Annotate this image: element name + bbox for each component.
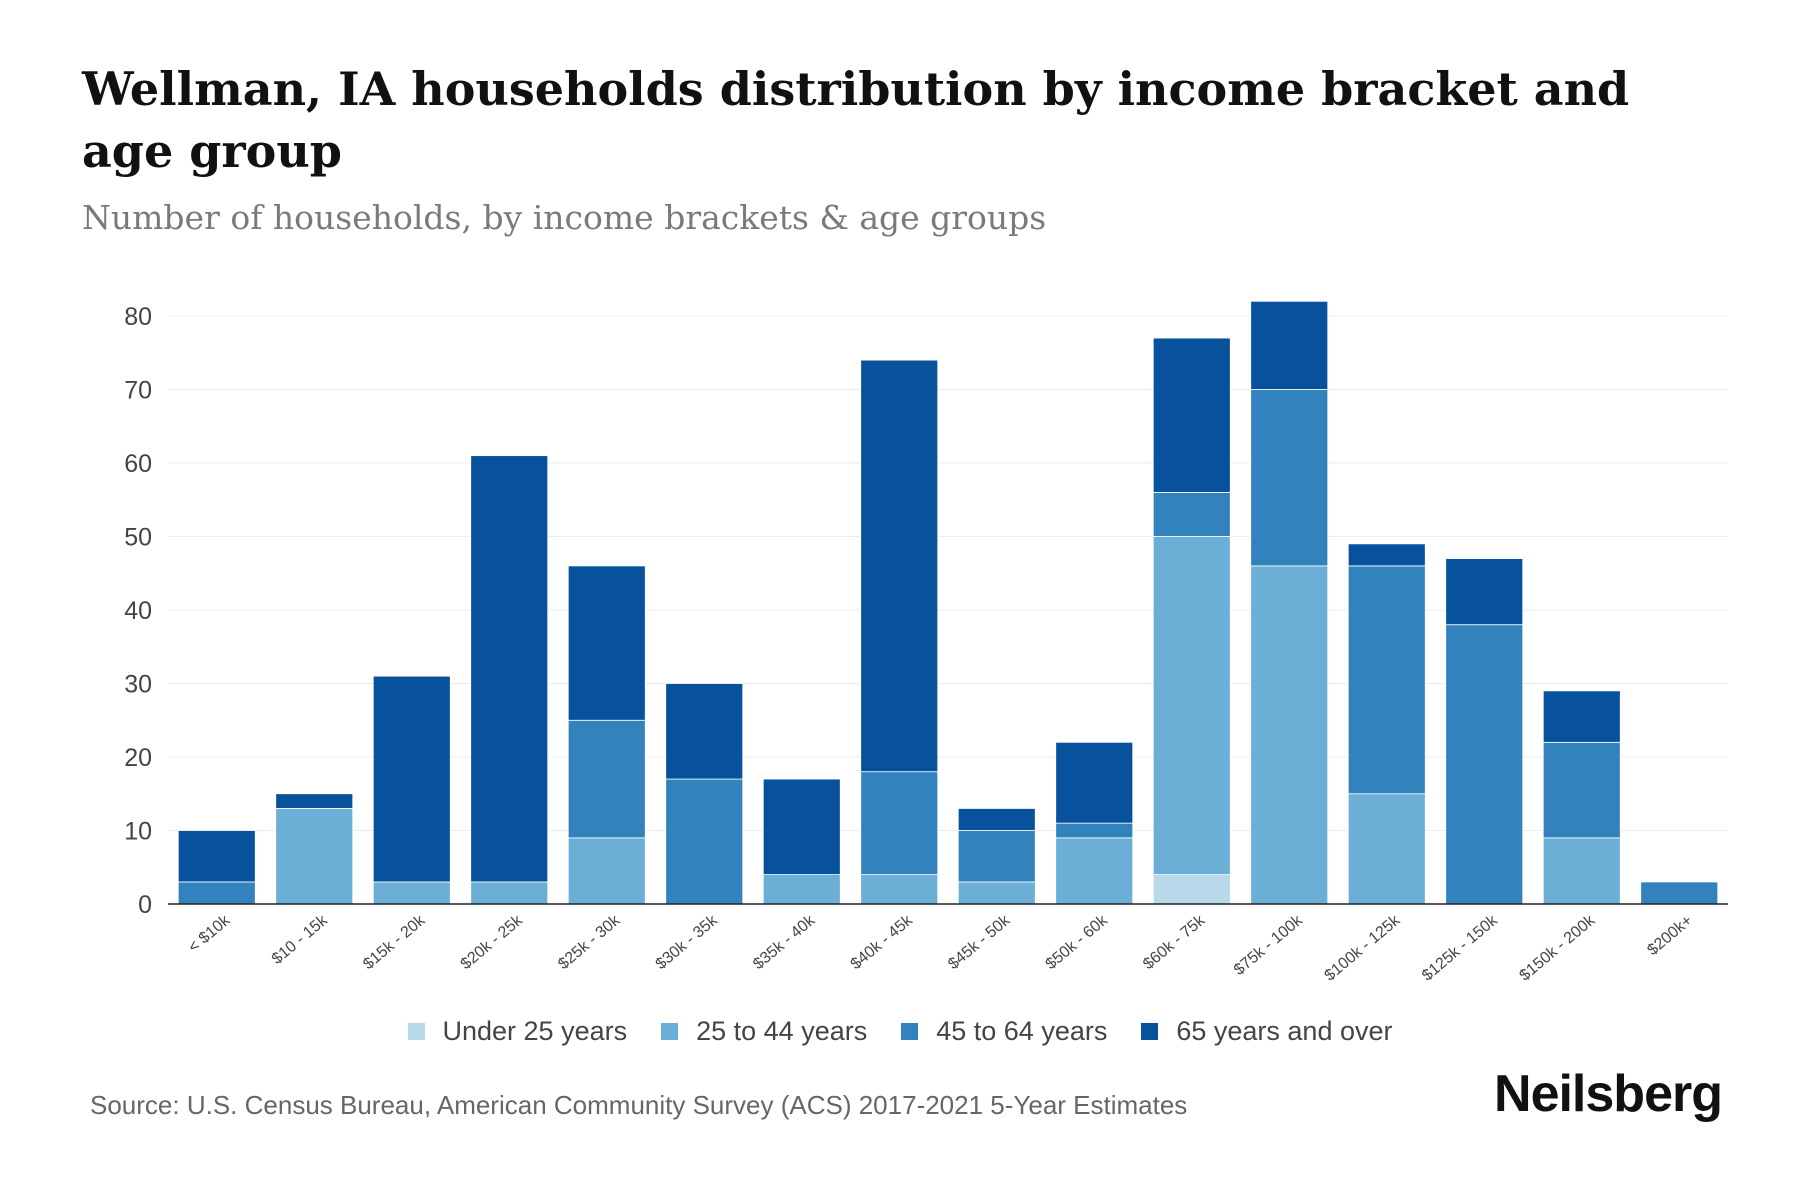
legend-swatch [1141,1023,1159,1040]
bar-segment [860,359,939,773]
bar-segment [372,675,451,883]
bar-segment [1542,690,1621,743]
legend-swatch [661,1023,679,1040]
bar-segment [567,565,646,721]
legend-item: 45 to 64 years [901,1016,1107,1047]
legend-label: 65 years and over [1176,1016,1393,1046]
x-tick-label: $40k - 45k [848,911,917,973]
bar-segment [762,874,841,905]
bar-segment [1542,741,1621,839]
bar-segment [470,455,549,883]
y-tick-label: 60 [124,450,152,478]
x-tick-label: $75k - 100k [1231,911,1307,978]
y-axis-ticks: 0 10 20 30 40 50 60 70 80 [124,303,152,919]
bar-segment [957,830,1036,883]
bar-segment [1055,822,1134,839]
legend-label: 25 to 44 years [696,1016,868,1046]
bar-segment [470,881,549,905]
x-tick-label: $25k - 30k [555,911,624,973]
bar-segment [1347,543,1426,567]
legend-item: 65 years and over [1141,1016,1393,1047]
bar-segment [567,837,646,905]
y-tick-label: 30 [124,671,152,699]
bars [177,300,1719,905]
bar-segment [1347,565,1426,795]
x-tick-label: $60k - 75k [1140,911,1209,973]
legend: Under 25 years 25 to 44 years 45 to 64 yea… [0,1016,1800,1047]
y-tick-label: 80 [124,303,152,331]
x-tick-label: $150k - 200k [1517,911,1600,984]
bar-segment [1055,741,1134,824]
bar-segment [1152,337,1231,493]
legend-label: 45 to 64 years [936,1016,1108,1046]
x-tick-label: $45k - 50k [945,911,1014,973]
x-tick-label: $15k - 20k [360,911,429,973]
y-tick-label: 0 [138,891,152,919]
bar-segment [762,778,841,875]
x-tick-label: $20k - 25k [458,911,527,973]
stacked-bar-chart: 0 10 20 30 40 50 60 70 80 < $10k $10 - 15k $15k - … [124,300,1728,985]
bar-segment [1152,491,1231,537]
bar-segment [177,881,256,905]
bar-segment [275,808,354,905]
bar-segment [1445,558,1524,626]
x-tick-label: < $10k [185,911,234,956]
x-tick-label: $50k - 60k [1043,911,1112,973]
bar-segment [177,830,256,883]
bar-segment [1152,874,1231,905]
bar-segment [860,771,939,876]
bar-segment [567,719,646,839]
bar-segment [860,874,939,905]
bar-segment [372,881,451,905]
bar-segment [665,683,744,780]
bar-segment [957,808,1036,831]
chart-title: Wellman, IA households distribution by i… [82,62,1630,178]
x-axis-ticks: < $10k $10 - 15k $15k - 20k $20k - 25k $25k … [185,911,1696,984]
legend-swatch [407,1023,425,1040]
bar-segment [1640,881,1719,905]
bar-segment [1250,389,1329,567]
bar-segment [1542,837,1621,905]
brand-logo: Neilsberg [1494,1065,1723,1123]
legend-item: 25 to 44 years [661,1016,867,1047]
x-tick-label: $35k - 40k [750,911,819,973]
bar-segment [1445,624,1524,905]
y-tick-label: 40 [124,597,152,625]
bar-segment [1152,536,1231,876]
bar-segment [665,778,744,905]
legend-swatch [901,1023,919,1040]
bar-segment [957,881,1036,905]
bar-segment [275,793,354,809]
y-tick-label: 70 [124,377,152,405]
x-tick-label: $30k - 35k [653,911,722,973]
y-tick-label: 20 [124,744,152,772]
legend-label: Under 25 years [442,1016,628,1046]
x-tick-label: $200k+ [1644,912,1695,959]
bar-segment [1250,565,1329,905]
y-tick-label: 10 [124,818,152,846]
y-tick-label: 50 [124,524,152,552]
bar-segment [1347,793,1426,905]
x-tick-label: $10 - 15k [269,911,332,968]
bar-segment [1250,300,1329,390]
bar-segment [1055,837,1134,905]
legend-item: Under 25 years [407,1016,628,1047]
chart-subtitle: Number of households, by income brackets… [82,198,1047,237]
x-tick-label: $125k - 150k [1419,911,1502,984]
x-tick-label: $100k - 125k [1322,911,1405,984]
source-note: Source: U.S. Census Bureau, American Com… [90,1090,1188,1120]
